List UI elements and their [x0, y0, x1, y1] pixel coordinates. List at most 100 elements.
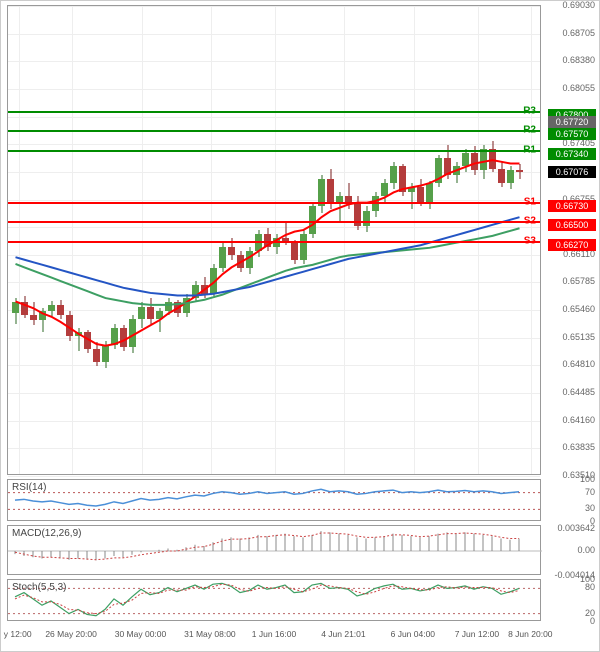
- candle[interactable]: [201, 277, 208, 298]
- candle[interactable]: [210, 264, 217, 298]
- candle[interactable]: [219, 243, 226, 273]
- level-price-s3: 0.66270: [548, 239, 596, 251]
- price-ytick: 0.69030: [545, 0, 595, 10]
- xtick: 6 Jun 04:00: [391, 629, 435, 639]
- xtick: 30 May 00:00: [115, 629, 167, 639]
- stoch-panel[interactable]: Stoch(5,5,3): [7, 579, 541, 621]
- candle[interactable]: [165, 298, 172, 315]
- rsi-ytick: 70: [545, 487, 595, 497]
- candle[interactable]: [489, 141, 496, 173]
- candle[interactable]: [453, 162, 460, 183]
- level-price-s2: 0.66500: [548, 219, 596, 231]
- price-ytick: 0.64810: [545, 359, 595, 369]
- candle[interactable]: [498, 162, 505, 188]
- stoch-ytick: 0: [545, 616, 595, 626]
- candle[interactable]: [507, 166, 514, 189]
- level-line-s3: [8, 241, 540, 243]
- candle[interactable]: [264, 228, 271, 251]
- price-gridline: [8, 6, 540, 7]
- level-label-r1: R1: [523, 144, 536, 155]
- level-price-hidden: 0.67720: [548, 116, 596, 128]
- candle[interactable]: [174, 300, 181, 317]
- price-gridline: [8, 61, 540, 62]
- level-price-r1: 0.67340: [548, 148, 596, 160]
- candle[interactable]: [57, 300, 64, 320]
- price-gridline-v: [211, 6, 212, 474]
- candle[interactable]: [129, 315, 136, 353]
- level-line-s1: [8, 202, 540, 204]
- candle[interactable]: [48, 301, 55, 316]
- level-label-s3: S3: [524, 236, 536, 247]
- candle[interactable]: [291, 240, 298, 264]
- level-line-r2: [8, 130, 540, 132]
- price-gridline-v: [19, 6, 20, 474]
- price-gridline: [8, 255, 540, 256]
- candle[interactable]: [120, 325, 127, 351]
- candle[interactable]: [363, 206, 370, 232]
- rsi-line: [15, 489, 519, 506]
- chart-container: R30.67800R20.67570R10.67340S10.66730S20.…: [0, 0, 600, 652]
- level-label-s2: S2: [524, 216, 536, 227]
- candle[interactable]: [462, 149, 469, 172]
- candle[interactable]: [21, 296, 28, 318]
- candle[interactable]: [390, 162, 397, 189]
- xtick: 4 Jun 21:01: [321, 629, 365, 639]
- candle[interactable]: [426, 181, 433, 209]
- candle[interactable]: [255, 230, 262, 257]
- candle[interactable]: [192, 281, 199, 302]
- macd-panel[interactable]: MACD(12,26,9): [7, 525, 541, 575]
- price-gridline: [8, 144, 540, 145]
- macd-ytick: 0.00: [545, 545, 595, 555]
- candle[interactable]: [66, 311, 73, 341]
- candle[interactable]: [372, 192, 379, 218]
- price-gridline: [8, 227, 540, 228]
- stoch-d: [15, 584, 519, 613]
- candle[interactable]: [435, 155, 442, 187]
- price-ytick: 0.64485: [545, 387, 595, 397]
- ma-line-ma-fast: [16, 160, 520, 346]
- price-ytick: 0.65135: [545, 332, 595, 342]
- candle[interactable]: [300, 230, 307, 264]
- candle[interactable]: [156, 308, 163, 332]
- candle[interactable]: [381, 179, 388, 203]
- macd-label: MACD(12,26,9): [12, 528, 81, 539]
- rsi-panel[interactable]: RSI(14): [7, 479, 541, 521]
- candle[interactable]: [237, 251, 244, 272]
- candle[interactable]: [102, 341, 109, 368]
- candle[interactable]: [183, 294, 190, 317]
- price-gridline: [8, 89, 540, 90]
- candle[interactable]: [84, 330, 91, 353]
- candle[interactable]: [399, 164, 406, 196]
- level-line-r3: [8, 111, 540, 113]
- price-panel[interactable]: R30.67800R20.67570R10.67340S10.66730S20.…: [7, 5, 541, 475]
- price-gridline: [8, 34, 540, 35]
- candle[interactable]: [147, 298, 154, 324]
- price-ytick: 0.68380: [545, 55, 595, 65]
- candle[interactable]: [408, 183, 415, 209]
- rsi-ytick: 100: [545, 474, 595, 484]
- xaxis-panel: y 12:0026 May 20:0030 May 00:0031 May 08…: [7, 623, 541, 647]
- price-gridline: [8, 476, 540, 477]
- price-ytick: 0.65460: [545, 304, 595, 314]
- candle[interactable]: [318, 175, 325, 213]
- candle[interactable]: [111, 324, 118, 350]
- candle[interactable]: [75, 328, 82, 351]
- rsi-label: RSI(14): [12, 482, 46, 493]
- candle[interactable]: [273, 234, 280, 254]
- candle[interactable]: [12, 298, 19, 324]
- level-price-r2: 0.67570: [548, 128, 596, 140]
- candle[interactable]: [516, 164, 523, 179]
- price-gridline: [8, 421, 540, 422]
- price-gridline: [8, 310, 540, 311]
- candle[interactable]: [246, 247, 253, 274]
- candle[interactable]: [39, 308, 46, 332]
- candle[interactable]: [93, 342, 100, 366]
- stoch-k: [15, 583, 519, 615]
- xtick: 1 Jun 16:00: [252, 629, 296, 639]
- candle[interactable]: [345, 183, 352, 209]
- price-gridline-v: [344, 6, 345, 474]
- level-line-s2: [8, 221, 540, 223]
- candle[interactable]: [30, 302, 37, 325]
- candle[interactable]: [336, 192, 343, 222]
- candle[interactable]: [138, 302, 145, 328]
